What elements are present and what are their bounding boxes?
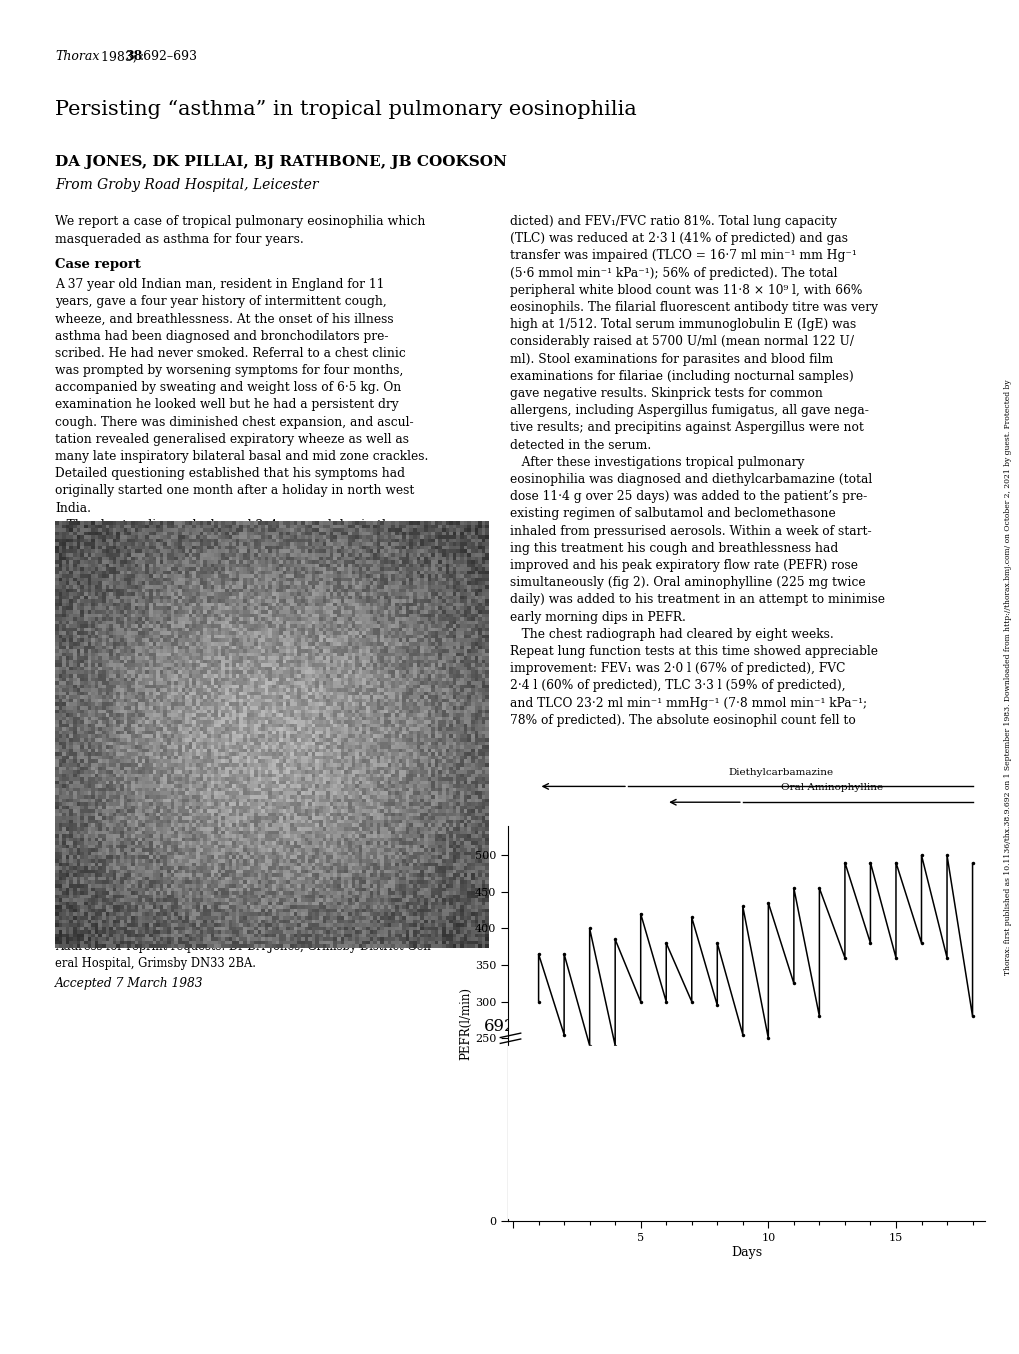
Y-axis label: PEFR(l/min): PEFR(l/min)	[459, 987, 472, 1060]
Text: From Groby Road Hospital, Leicester: From Groby Road Hospital, Leicester	[55, 177, 318, 192]
Text: Persisting “asthma” in tropical pulmonary eosinophilia: Persisting “asthma” in tropical pulmonar…	[55, 100, 636, 119]
Text: We report a case of tropical pulmonary eosinophilia which
masqueraded as asthma : We report a case of tropical pulmonary e…	[55, 215, 425, 245]
Text: Case report: Case report	[55, 259, 141, 271]
Text: DA JONES, DK PILLAI, BJ RATHBONE, JB COOKSON: DA JONES, DK PILLAI, BJ RATHBONE, JB COO…	[55, 154, 506, 169]
Text: 692: 692	[484, 1018, 516, 1034]
Text: 38: 38	[125, 50, 142, 64]
X-axis label: Days: Days	[731, 1246, 761, 1259]
Text: dicted) and FEV₁/FVC ratio 81%. Total lung capacity
(TLC) was reduced at 2·3 l (: dicted) and FEV₁/FVC ratio 81%. Total lu…	[510, 215, 884, 727]
Bar	[507, 1045, 984, 1217]
Text: Accepted 7 March 1983: Accepted 7 March 1983	[55, 978, 204, 990]
Text: Fig 2   Peak expiratory flow rate (PEFR) before and after
the start of treatment: Fig 2 Peak expiratory flow rate (PEFR) b…	[510, 1098, 862, 1145]
Text: Address for reprint requests: Dr DA Jones, Grimsby District Gen-
eral Hospital, : Address for reprint requests: Dr DA Jone…	[55, 940, 434, 971]
Text: :692–693: :692–693	[140, 50, 198, 64]
Text: A 37 year old Indian man, resident in England for 11
years, gave a four year his: A 37 year old Indian man, resident in En…	[55, 278, 428, 601]
Text: Oral Aminophylline: Oral Aminophylline	[781, 784, 882, 792]
Text: 1983;: 1983;	[97, 50, 137, 64]
Text: Fig 1   Chest radiograph at presentation.: Fig 1 Chest radiograph at presentation.	[55, 913, 309, 926]
Text: Thorax: first published as 10.1136/thx.38.9.692 on 1 September 1983. Downloaded : Thorax: first published as 10.1136/thx.3…	[1003, 379, 1011, 975]
Text: Diethylcarbamazine: Diethylcarbamazine	[728, 768, 833, 776]
Text: Thorax: Thorax	[55, 50, 99, 64]
